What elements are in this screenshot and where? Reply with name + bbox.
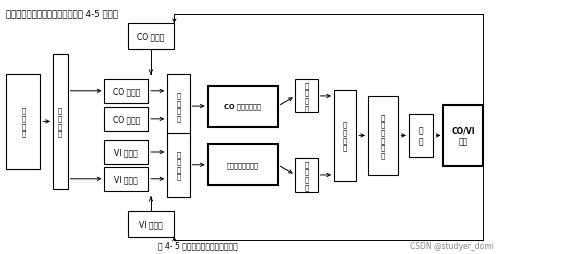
Bar (208, 86, 278, 127)
Text: CO 浓度模糊控制: CO 浓度模糊控制 (224, 103, 261, 110)
Bar (295, 80, 318, 113)
Text: 图 4- 5 隧道通风模糊控制系统结构: 图 4- 5 隧道通风模糊控制系统结构 (158, 241, 238, 250)
Text: 增
减
台
数: 增 减 台 数 (304, 161, 309, 190)
Text: 比
较
计
算: 比 较 计 算 (343, 121, 347, 151)
Bar (167, 133, 190, 197)
Text: CO 反馈值: CO 反馈值 (137, 32, 164, 41)
Text: VI 设定值: VI 设定值 (115, 148, 138, 157)
Text: 确
认
增
减
台
数: 确 认 增 减 台 数 (381, 114, 386, 158)
Text: 烟雾浓度模糊控制: 烟雾浓度模糊控制 (227, 162, 259, 168)
Text: 增
减
台
数: 增 减 台 数 (304, 82, 309, 111)
Text: CSDN @studyer_domi: CSDN @studyer_domi (410, 241, 493, 250)
Text: CO 设定值: CO 设定值 (113, 115, 140, 124)
Text: 风
机: 风 机 (419, 126, 424, 146)
Text: VI 反馈值: VI 反馈值 (139, 219, 163, 229)
Text: 前
馈
模
型: 前 馈 模 型 (58, 107, 63, 137)
Text: CO/VI
浓度: CO/VI 浓度 (452, 126, 475, 146)
Bar (104, 107, 149, 131)
Bar (128, 211, 174, 237)
Text: CO 前馈值: CO 前馈值 (113, 87, 140, 96)
Bar (295, 159, 318, 192)
Bar (6, 75, 40, 169)
Bar (208, 145, 278, 185)
Bar (167, 75, 190, 138)
Text: 比
较
计
算: 比 较 计 算 (176, 92, 181, 121)
Text: 隧道通风模糊控制系统的结构如图 4-5 所示：: 隧道通风模糊控制系统的结构如图 4-5 所示： (6, 9, 118, 18)
Bar (409, 114, 433, 157)
Bar (443, 105, 483, 166)
Bar (104, 140, 149, 165)
Bar (53, 55, 67, 189)
Bar (334, 90, 356, 182)
Text: 车
流
信
息: 车 流 信 息 (21, 107, 26, 137)
Bar (368, 97, 398, 175)
Bar (104, 167, 149, 191)
Text: 比
较
计
算: 比 较 计 算 (176, 150, 181, 180)
Bar (128, 24, 174, 50)
Bar (104, 79, 149, 104)
Text: VI 前馈值: VI 前馈值 (115, 174, 138, 184)
